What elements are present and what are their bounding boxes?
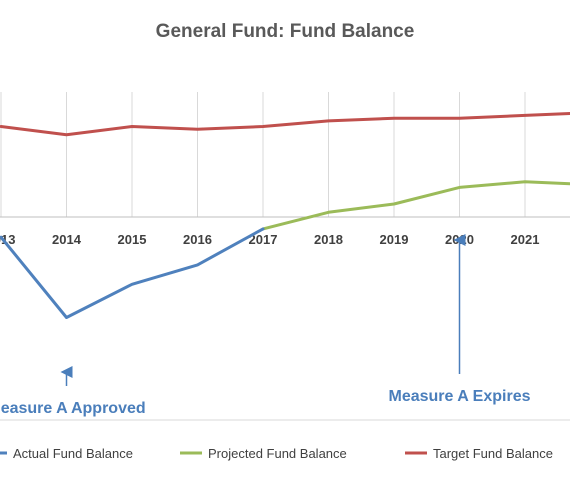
legend: Actual Fund Balance Projected Fund Balanc… bbox=[0, 446, 553, 461]
x-tick-label: 2017 bbox=[249, 232, 278, 247]
x-tick-label: 2015 bbox=[118, 232, 147, 247]
annotation-label: Measure A Approved bbox=[0, 400, 146, 417]
series-line-projected-fund-balance bbox=[261, 180, 570, 231]
x-axis: 2013201420152016201720182019202020212022 bbox=[0, 216, 570, 247]
gridlines bbox=[0, 92, 526, 217]
annotation-label: Measure A Expires bbox=[389, 388, 531, 405]
x-tick-label: 2021 bbox=[511, 232, 540, 247]
series-line-actual-fund-balance bbox=[0, 227, 265, 319]
series-lines bbox=[0, 111, 570, 319]
series-line-target-fund-balance bbox=[0, 111, 570, 137]
x-tick-label: 2018 bbox=[314, 232, 343, 247]
legend-label: Actual Fund Balance bbox=[13, 446, 133, 461]
x-tick-label: 2013 bbox=[0, 232, 15, 247]
x-tick-label: 2016 bbox=[183, 232, 212, 247]
x-tick-label: 2019 bbox=[380, 232, 409, 247]
annotations: Measure A Approved Measure A Expires bbox=[0, 234, 531, 417]
legend-label: Projected Fund Balance bbox=[208, 446, 347, 461]
chart-title: General Fund: Fund Balance bbox=[156, 21, 415, 42]
legend-label: Target Fund Balance bbox=[433, 446, 553, 461]
x-tick-label: 2014 bbox=[52, 232, 82, 247]
